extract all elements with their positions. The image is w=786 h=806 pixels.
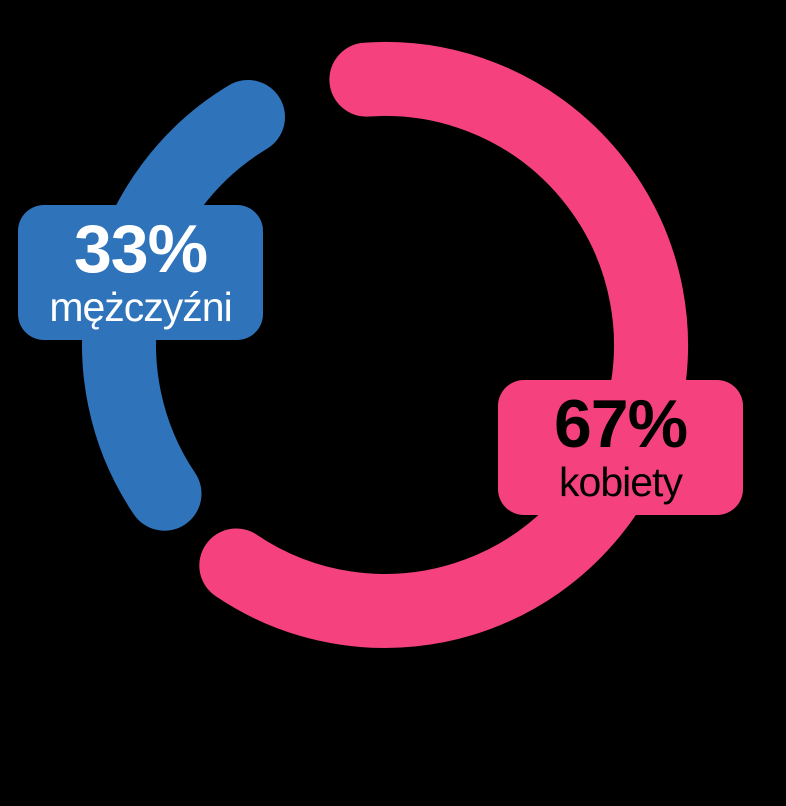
men-segment-name: mężczyźni bbox=[49, 283, 232, 330]
women-segment-name: kobiety bbox=[559, 458, 683, 505]
men-percent-value: 33% bbox=[73, 210, 208, 287]
callout-label-men: 33% mężczyźni bbox=[18, 205, 263, 340]
callout-label-women: 67% kobiety bbox=[498, 380, 743, 515]
segment-women-arc bbox=[199, 41, 688, 648]
women-percent-value: 67% bbox=[553, 385, 688, 462]
